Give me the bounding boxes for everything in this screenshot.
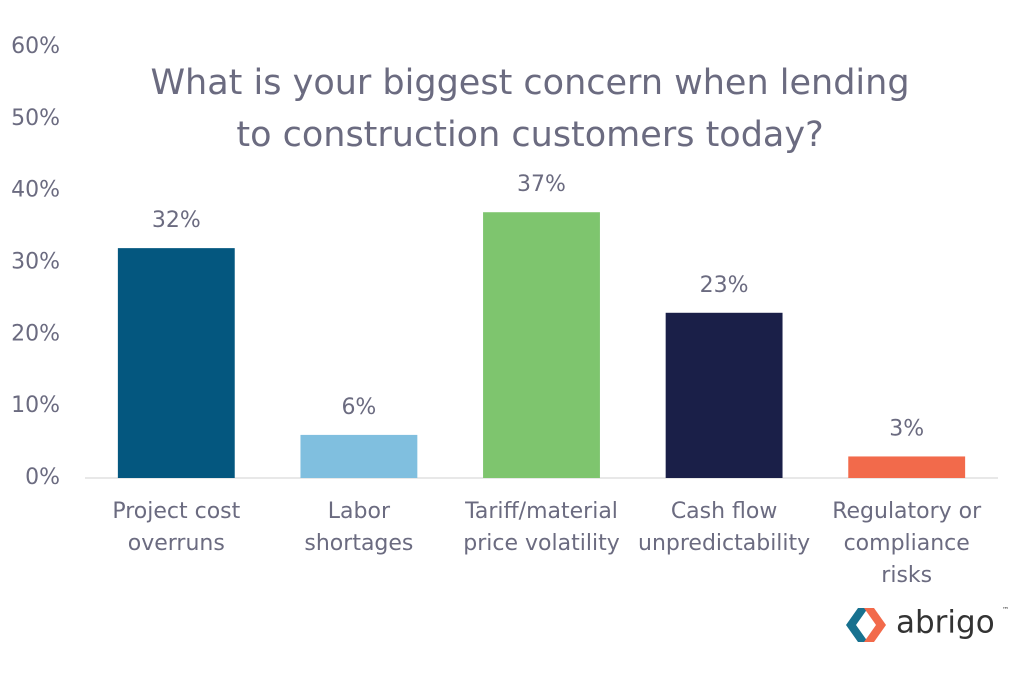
- bar: [300, 434, 418, 478]
- x-tick-label: overruns: [128, 531, 225, 556]
- bar: [117, 248, 235, 478]
- x-tick-label: shortages: [304, 531, 413, 556]
- x-tick-label: Project cost: [112, 499, 240, 524]
- x-tick-label: compliance: [844, 531, 970, 556]
- x-tick-label: Tariff/material: [464, 499, 618, 524]
- y-tick-label: 30%: [11, 250, 60, 275]
- y-tick-label: 40%: [11, 178, 60, 203]
- chart-title: to construction customers today?: [236, 115, 823, 155]
- chart-title: What is your biggest concern when lendin…: [150, 63, 909, 103]
- logo-icon: [864, 608, 886, 642]
- logo: abrigo ™: [846, 605, 1009, 642]
- logo-text: abrigo: [896, 605, 995, 641]
- y-tick-label: 50%: [11, 106, 60, 131]
- y-tick-label: 10%: [11, 393, 60, 418]
- x-tick-label: Cash flow: [671, 499, 778, 524]
- data-label: 37%: [517, 172, 566, 197]
- x-tick-label: unpredictability: [638, 531, 810, 556]
- bar: [483, 212, 600, 478]
- y-tick-label: 0%: [25, 465, 60, 490]
- y-tick-label: 60%: [11, 34, 60, 59]
- y-tick-label: 20%: [11, 321, 60, 346]
- x-tick-label: Labor: [328, 499, 391, 524]
- bar: [848, 456, 966, 478]
- data-label: 32%: [152, 208, 201, 233]
- data-label: 6%: [341, 395, 376, 420]
- data-label: 23%: [700, 273, 749, 298]
- logo-mark: ™: [1002, 606, 1009, 614]
- bar: [665, 312, 783, 478]
- x-tick-label: risks: [881, 563, 932, 588]
- data-label: 3%: [889, 416, 924, 441]
- logo-icon: [846, 608, 868, 642]
- x-tick-label: price volatility: [463, 531, 619, 556]
- x-tick-label: Regulatory or: [832, 499, 982, 524]
